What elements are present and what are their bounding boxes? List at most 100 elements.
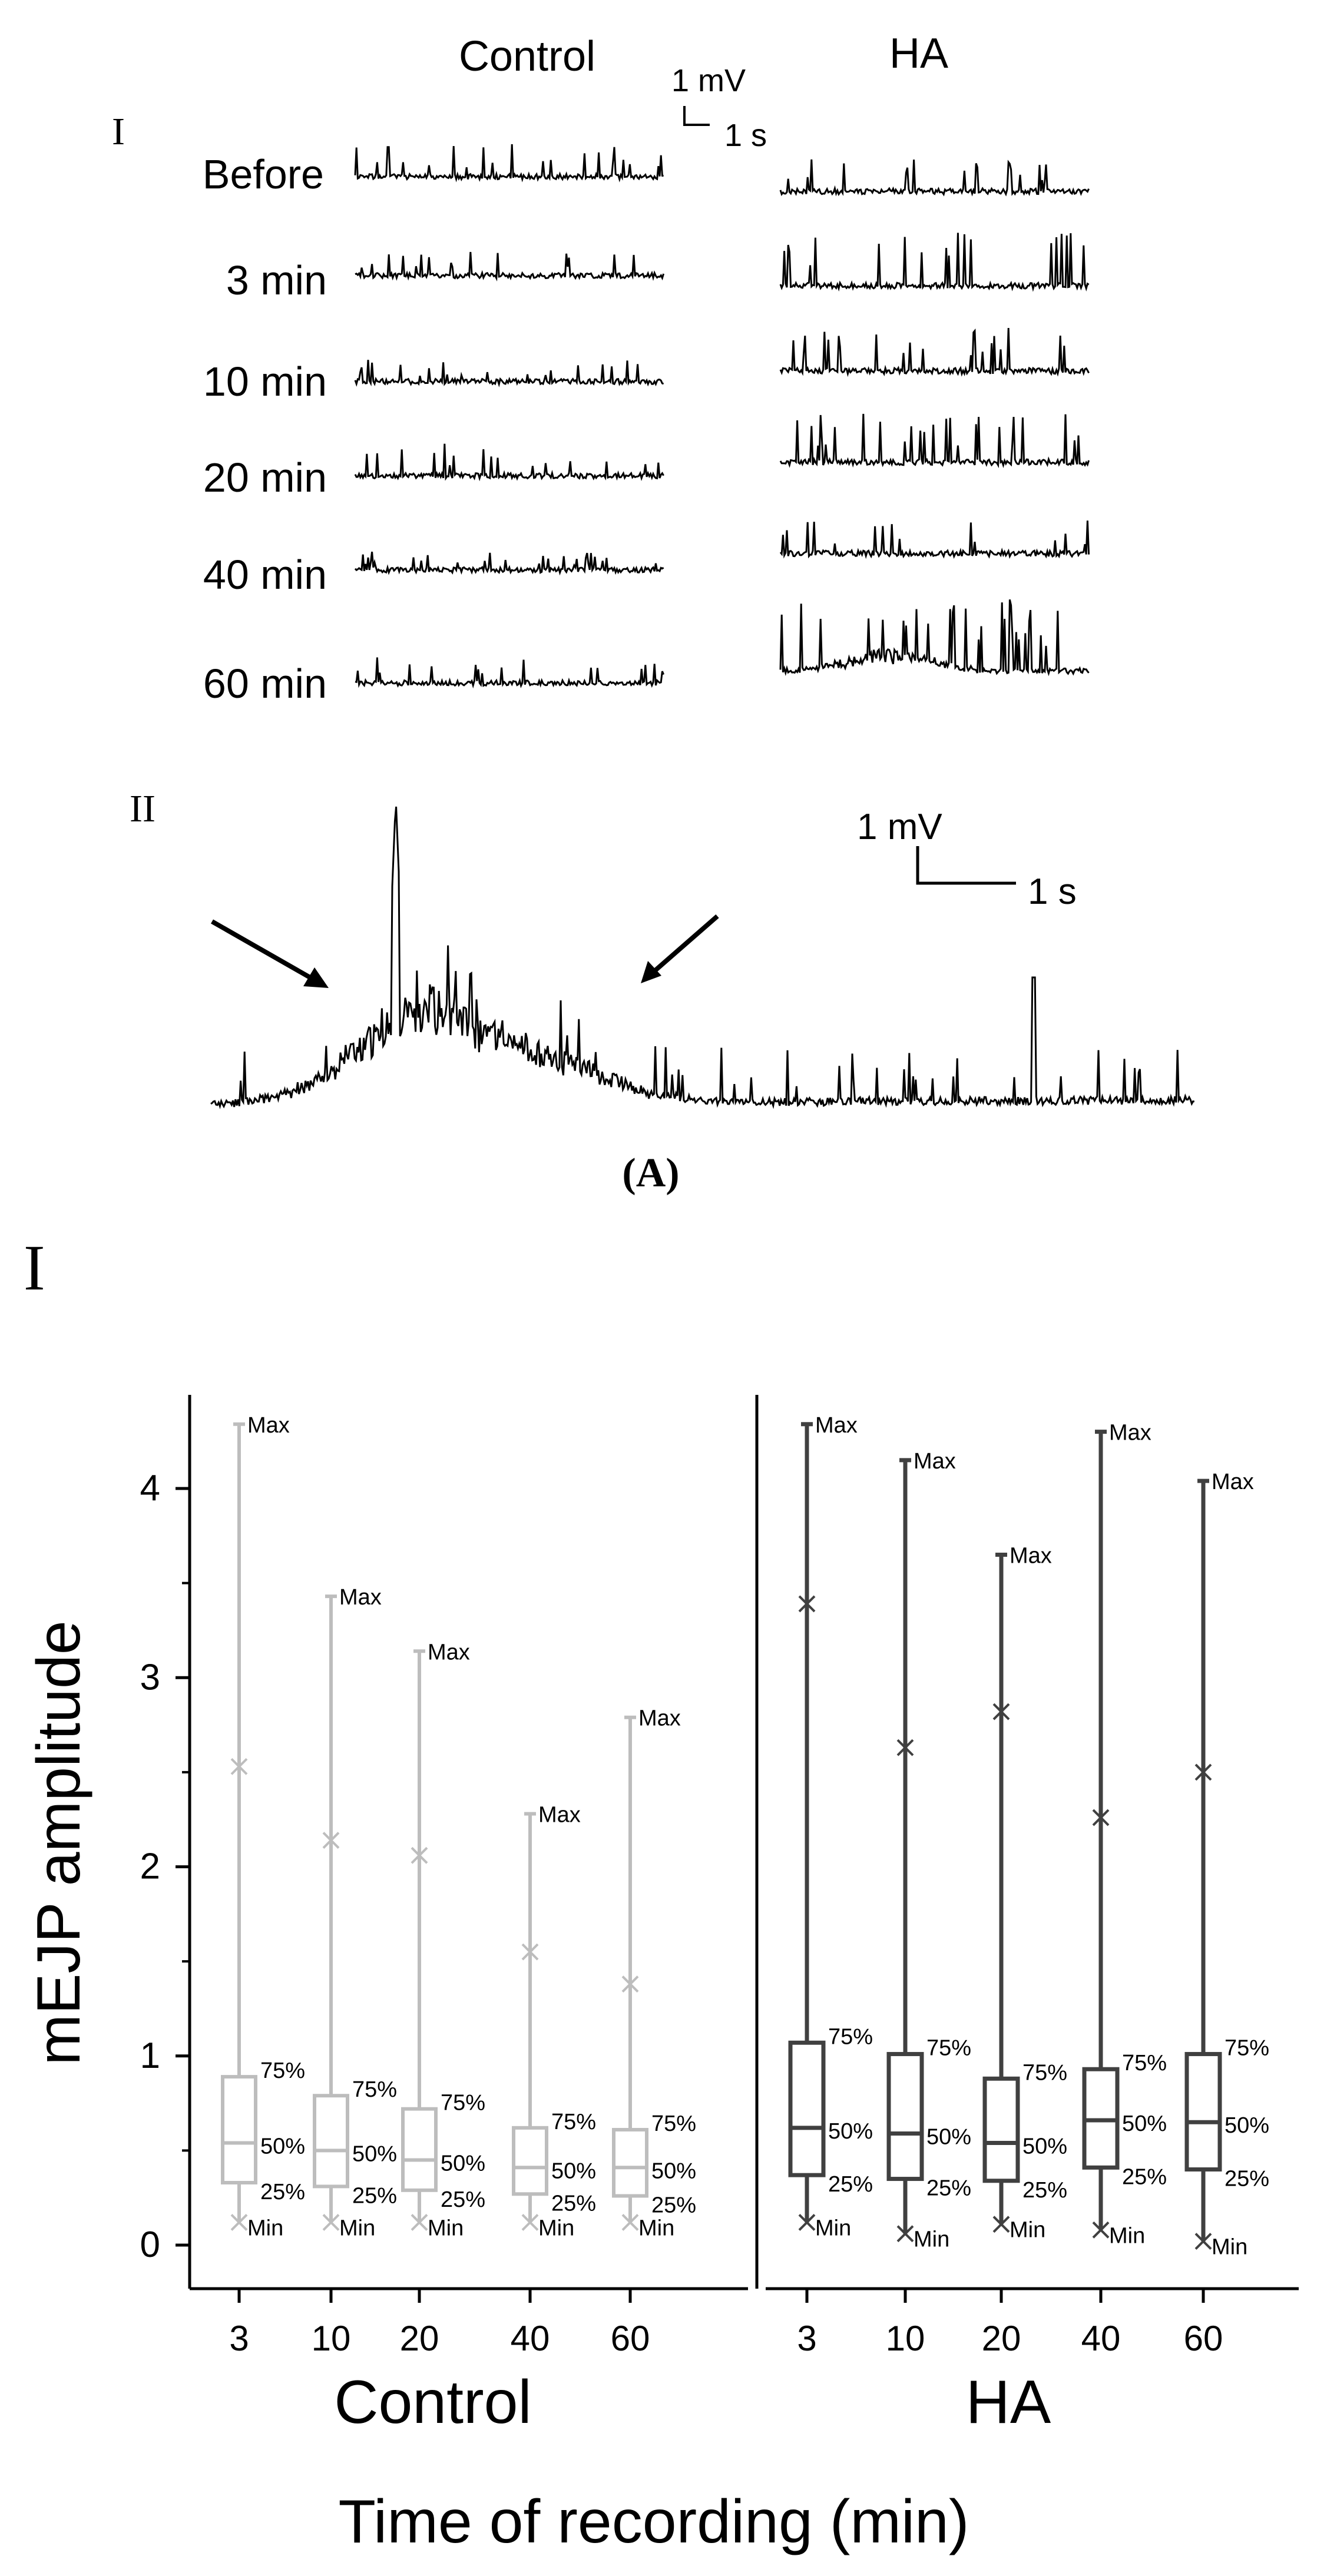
label-q1: 25% (926, 2176, 971, 2201)
iqr-box (612, 2128, 648, 2198)
label-q1: 25% (352, 2183, 397, 2208)
row-label-10min: 10 min (203, 359, 327, 405)
label-q3: 75% (352, 2077, 397, 2102)
axis-labels: Control HA Time of recording (min) mEJP amp… (25, 1620, 1051, 2556)
y-axis-title: mEJP amplitude (25, 1620, 93, 2065)
x-tick-label: 3 (229, 2319, 249, 2358)
label-max: Max (428, 1640, 470, 1665)
label-q3: 75% (260, 2058, 305, 2083)
label-min: Min (247, 2216, 283, 2240)
scale-bar-small-s: 1 s (724, 118, 767, 153)
min-marker (411, 2214, 428, 2231)
column-header-ha: HA (889, 30, 948, 77)
scale-bar-large-mv: 1 mV (857, 807, 942, 847)
panel-a-part-one-label: I (112, 110, 125, 153)
label-min: Min (638, 2216, 674, 2240)
iqr-box (886, 2052, 924, 2182)
x-tick-label: 20 (982, 2319, 1021, 2358)
row-label-20min: 20 min (203, 455, 327, 500)
panel-b-part-label: I (24, 1232, 45, 1304)
min-marker (230, 2214, 248, 2231)
box-ha-3: Max Min 75% 50% 25% (788, 1413, 873, 2240)
min-marker (1194, 2233, 1212, 2250)
x-marker (1194, 1763, 1212, 1781)
label-min: Min (815, 2216, 851, 2240)
trace-control-10min (354, 360, 664, 387)
label-q1: 25% (441, 2187, 485, 2212)
scale-bar-small: 1 mV 1 s (671, 63, 767, 153)
x-marker (1092, 1809, 1110, 1826)
panel-a-label: (A) (622, 1151, 679, 1196)
label-median: 50% (551, 2159, 596, 2183)
panel-a-part-two-label: II (130, 787, 155, 830)
x-tick-label: 10 (886, 2319, 925, 2358)
label-median: 50% (260, 2134, 305, 2159)
x-marker (896, 1739, 914, 1756)
min-marker (1092, 2221, 1110, 2239)
trace-control-3min (355, 251, 665, 281)
axes: 0 1 2 3 4 3 10 20 40 60 3 10 20 40 60 (140, 1395, 1299, 2358)
trace-control-20min (354, 443, 664, 482)
box-ha-60: Max Min 75% 50% 25% (1184, 1470, 1269, 2260)
label-q3: 75% (1225, 2036, 1269, 2061)
trace-ha-3min (779, 233, 1090, 292)
iqr-box (788, 2040, 826, 2177)
x-marker (992, 1703, 1010, 1720)
label-q3: 75% (926, 2036, 971, 2061)
iqr-box (982, 2076, 1020, 2183)
min-marker (521, 2214, 539, 2231)
y-tick-label: 1 (140, 2035, 160, 2076)
label-max: Max (1212, 1470, 1254, 1494)
x-axis-title: Time of recording (min) (338, 2488, 969, 2556)
arrow-left (211, 919, 329, 988)
x-marker (411, 1846, 428, 1864)
trace-ha-before (779, 159, 1090, 197)
label-max: Max (1010, 1543, 1052, 1568)
box-ha-10: Max Min 75% 50% 25% (886, 1449, 971, 2252)
label-q3: 75% (651, 2111, 696, 2136)
label-max: Max (1109, 1421, 1151, 1446)
min-marker (322, 2214, 340, 2231)
label-q1: 25% (1225, 2167, 1269, 2192)
panel-a-traces: I Control HA 1 mV 1 s Before 3 min 10 mi… (112, 30, 1195, 1196)
trace-long-recording (210, 806, 1195, 1109)
x-marker (621, 1975, 639, 1993)
y-tick-label: 2 (140, 1846, 160, 1887)
trace-ha-10min (779, 327, 1090, 377)
label-median: 50% (651, 2159, 696, 2183)
x-tick-label: 3 (797, 2319, 816, 2358)
min-marker (621, 2214, 639, 2231)
label-q1: 25% (551, 2191, 596, 2216)
label-median: 50% (441, 2151, 485, 2176)
iqr-box (313, 2094, 349, 2189)
iqr-box (512, 2126, 548, 2196)
label-min: Min (428, 2216, 464, 2240)
iqr-box (401, 2107, 438, 2192)
label-min: Min (339, 2216, 375, 2240)
label-median: 50% (352, 2141, 397, 2166)
x-marker (798, 1595, 816, 1613)
label-q1: 25% (1122, 2164, 1167, 2189)
x-tick-label: 60 (1184, 2319, 1223, 2358)
x-marker (230, 1758, 248, 1775)
box-control-60: Max Min 75% 50% 25% (612, 1706, 696, 2240)
box-control-3: Max Min 75% 50% 25% (221, 1413, 305, 2240)
label-min: Min (1010, 2218, 1045, 2243)
label-q1: 25% (260, 2180, 305, 2204)
trace-control-60min (355, 657, 664, 689)
boxes: Max Min 75% 50% 25% Max Min 75% 50% 25% Max Min 75% 5… (221, 1413, 1269, 2260)
y-tick-label: 3 (140, 1657, 160, 1698)
label-max: Max (638, 1706, 681, 1731)
label-max: Max (914, 1449, 956, 1474)
trace-ha-20min (779, 413, 1090, 469)
row-label-60min: 60 min (203, 661, 327, 707)
label-min: Min (914, 2227, 949, 2252)
label-min: Min (1212, 2235, 1247, 2260)
x-tick-label: 10 (312, 2319, 351, 2358)
label-max: Max (538, 1803, 581, 1828)
x-tick-label: 40 (1081, 2319, 1121, 2358)
label-min: Min (538, 2216, 574, 2240)
box-control-10: Max Min 75% 50% 25% (313, 1585, 397, 2240)
scale-bar-large-s: 1 s (1028, 871, 1077, 912)
